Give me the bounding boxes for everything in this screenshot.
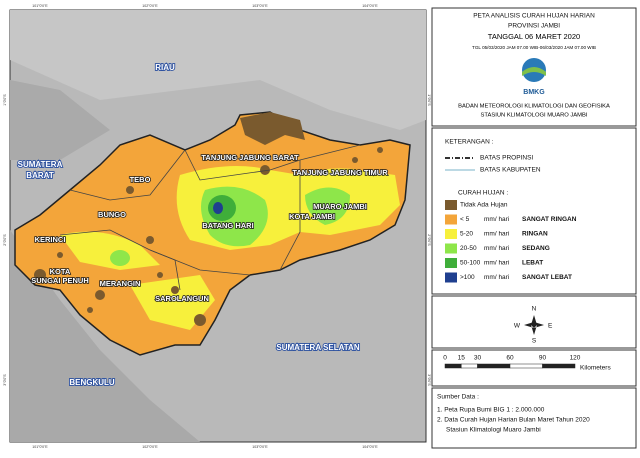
lat-tick: 1°0'0"S	[427, 94, 431, 106]
legend-title: CURAH HUJAN :	[458, 190, 508, 197]
region-label: MUARO JAMBI	[313, 202, 367, 211]
legend-unit: mm/ hari	[484, 231, 509, 238]
legend-range: < 5	[460, 216, 470, 223]
lon-tick: 102°0'0"E	[142, 445, 158, 449]
lon-tick: 101°0'0"E	[32, 4, 48, 8]
legend-line: BATAS PROPINSI	[480, 155, 533, 162]
scale-segment	[477, 363, 511, 369]
scale-tick: 0	[443, 355, 447, 362]
rain-20-50	[110, 250, 130, 266]
lat-tick: 3°0'0"S	[427, 374, 431, 386]
logo	[522, 67, 546, 76]
scale-segment	[461, 363, 478, 369]
no-rain	[240, 112, 305, 145]
compass-e: E	[548, 323, 553, 330]
title: TANGGAL 06 MARET 2020	[488, 32, 580, 41]
lon-tick: 103°0'0"E	[252, 4, 268, 8]
region-label: BUNGO	[98, 210, 126, 219]
terrain	[10, 80, 110, 160]
lon-tick: 101°0'0"E	[32, 445, 48, 449]
legend-category: RINGAN	[522, 231, 548, 238]
region-label: RIAU	[155, 63, 175, 72]
logo-text: BMKG	[523, 89, 545, 96]
region-label: TANJUNG JABUNG BARAT	[201, 153, 299, 162]
scale-segment	[444, 363, 462, 369]
scale-tick: 30	[474, 355, 482, 362]
lat-tick: 2°0'0"S	[3, 234, 7, 246]
compass-n: N	[532, 306, 537, 313]
regency-boundaries	[59, 144, 361, 291]
legend-title: KETERANGAN :	[445, 139, 494, 146]
compass	[524, 315, 544, 335]
legend-category: SANGAT RINGAN	[522, 216, 577, 223]
source: 1. Peta Rupa Bumi BIG 1 : 2.000.000	[437, 407, 545, 414]
lat-tick: 1°0'0"S	[3, 94, 7, 106]
region-label: TANJUNG JABUNG TIMUR	[292, 168, 388, 177]
terrain	[10, 230, 200, 442]
region-label: BATANG HARI	[202, 221, 253, 230]
legend-range: 5-20	[460, 231, 473, 238]
legend-unit: mm/ hari	[484, 274, 509, 281]
legend-swatch	[445, 200, 457, 210]
region-label: SUMATERA BARAT	[18, 160, 63, 180]
legend-line: BATAS KABUPATEN	[480, 167, 541, 174]
scale-unit: Kilometers	[580, 365, 611, 372]
lon-tick: 104°0'0"E	[362, 4, 378, 8]
lon-tick: 103°0'0"E	[252, 445, 268, 449]
scale-tick: 15	[458, 355, 466, 362]
title: PETA ANALISIS CURAH HUJAN HARIAN	[473, 13, 595, 20]
legend-unit: mm/ hari	[484, 260, 509, 267]
legend-unit: mm/ hari	[484, 245, 509, 252]
rain-5-20	[60, 231, 160, 270]
title: PROVINSI JAMBI	[508, 23, 560, 30]
legend-swatch	[445, 258, 457, 268]
legend-range: 50-100	[460, 260, 481, 267]
legend-swatch	[445, 229, 457, 239]
compass-s: S	[532, 338, 537, 345]
source: 2. Data Curah Hujan Harian Bulan Maret T…	[437, 417, 590, 424]
legend-category: SEDANG	[522, 245, 550, 252]
legend-swatch	[445, 272, 457, 283]
region-label: KOTA JAMBI	[289, 212, 335, 221]
region-label: BENGKULU	[69, 378, 115, 387]
sources-title: Sumber Data :	[437, 394, 479, 401]
region-label: TEBO	[130, 175, 151, 184]
legend-category: SANGAT LEBAT	[522, 274, 572, 281]
scale-tick: 60	[506, 355, 514, 362]
terrain	[10, 10, 426, 130]
scale-tick: 90	[539, 355, 547, 362]
legend-unit: mm/ hari	[484, 216, 509, 223]
period: TGL 05/03/2020 JAM 07.00 WIB-06/03/2020 …	[472, 45, 596, 50]
rain-20-50	[305, 187, 350, 225]
agency: STASIUN KLIMATOLOGI MUARO JAMBI	[481, 113, 588, 119]
legend-category: LEBAT	[522, 260, 543, 267]
legend-swatch	[445, 214, 457, 225]
legend-range: >100	[460, 274, 475, 281]
legend-swatch	[445, 243, 457, 254]
rain-5-20	[130, 275, 215, 330]
source: Stasiun Klimatologi Muaro Jambi	[446, 427, 541, 434]
legend-range: 20-50	[460, 245, 477, 252]
region-label: MERANGIN	[100, 279, 141, 288]
region-label: KERINCI	[35, 235, 66, 244]
scale-segment	[542, 363, 576, 369]
lon-tick: 102°0'0"E	[142, 4, 158, 8]
lat-tick: 3°0'0"S	[3, 374, 7, 386]
region-label: SUMATERA SELATAN	[276, 343, 359, 352]
panel	[431, 7, 637, 449]
lon-tick: 104°0'0"E	[362, 445, 378, 449]
rain-over-100	[213, 202, 223, 214]
lat-tick: 2°0'0"S	[427, 234, 431, 246]
legend-range: Tidak Ada Hujan	[460, 202, 508, 209]
agency: BADAN METEOROLOGI KLIMATOLOGI DAN GEOFIS…	[458, 104, 610, 110]
compass-w: W	[514, 323, 521, 330]
no-rain-spots	[34, 147, 383, 326]
scale-tick: 120	[570, 355, 581, 362]
region-label: SAROLANGUN	[155, 294, 209, 303]
region-label: KOTA SUNGAI PENUH	[31, 267, 89, 285]
scale-segment	[509, 363, 543, 369]
